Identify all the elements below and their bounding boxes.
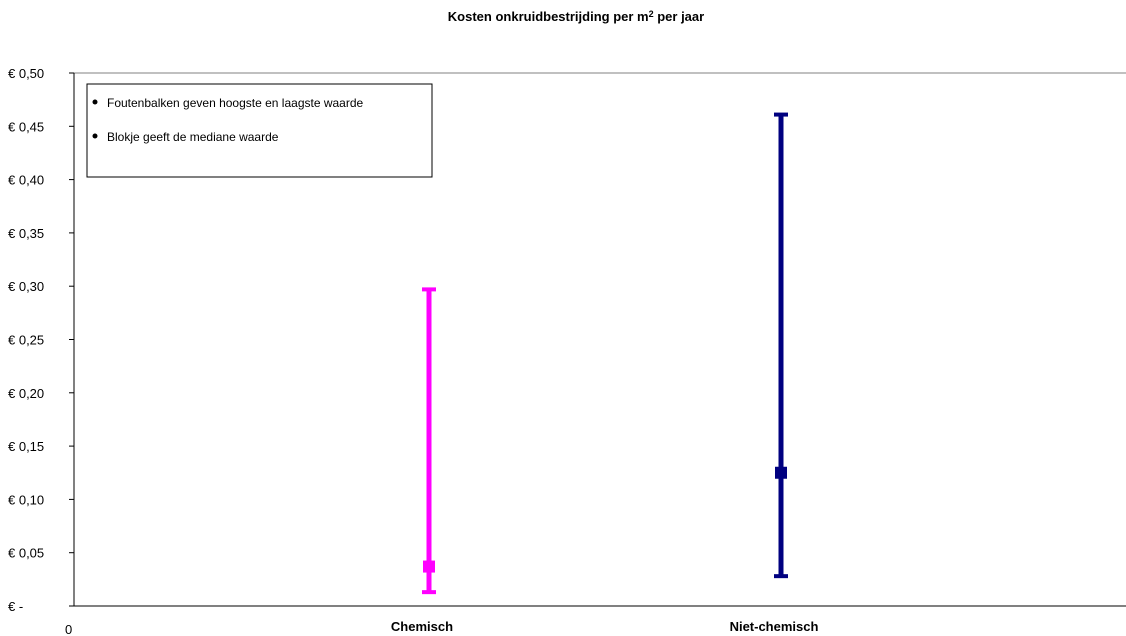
chart-title-text: Kosten onkruidbestrijding per m: [447, 9, 649, 24]
legend-box: [86, 83, 433, 178]
chart-title-superscript: 2: [648, 9, 654, 19]
legend-bullet: [92, 99, 98, 105]
y-tick-label: € 0,20: [8, 386, 44, 401]
y-tick-label: € 0,50: [8, 66, 44, 81]
error-bars: [422, 112, 788, 595]
error-bar-niet-chemisch: [774, 112, 788, 579]
legend-item: Foutenbalken geven hoogste en laagste wa…: [107, 96, 364, 110]
y-tick-label: € 0,35: [8, 226, 44, 241]
x-category-label: Niet-chemisch: [730, 619, 819, 634]
y-axis-ticks: € - € 0,05 € 0,10 € 0,15 € 0,20 € 0,25 € 0,30 €…: [8, 66, 74, 614]
error-bar-chemisch: [422, 287, 436, 595]
x-axis-labels: 0 Chemisch Niet-chemisch: [65, 619, 818, 636]
y-tick-label: € 0,40: [8, 173, 44, 188]
y-tick-label: € 0,10: [8, 492, 44, 507]
legend: Foutenbalken geven hoogste en laagste wa…: [86, 83, 433, 178]
median-marker: [775, 466, 787, 479]
y-tick-label: € 0,15: [8, 439, 44, 454]
chart-title-suffix: per jaar: [653, 9, 705, 24]
y-tick-label: € -: [8, 599, 23, 614]
median-marker: [423, 560, 435, 573]
x-category-label: Chemisch: [391, 619, 453, 634]
legend-bullet: [92, 133, 98, 139]
y-tick-label: € 0,05: [8, 546, 44, 561]
chart-title: Kosten onkruidbestrijding per m2 per jaa…: [0, 9, 1126, 24]
y-tick-label: € 0,45: [8, 119, 44, 134]
y-tick-label: € 0,25: [8, 333, 44, 348]
y-tick-label: € 0,30: [8, 279, 44, 294]
legend-item: Blokje geeft de mediane waarde: [107, 130, 279, 144]
x-origin-label: 0: [65, 622, 72, 636]
